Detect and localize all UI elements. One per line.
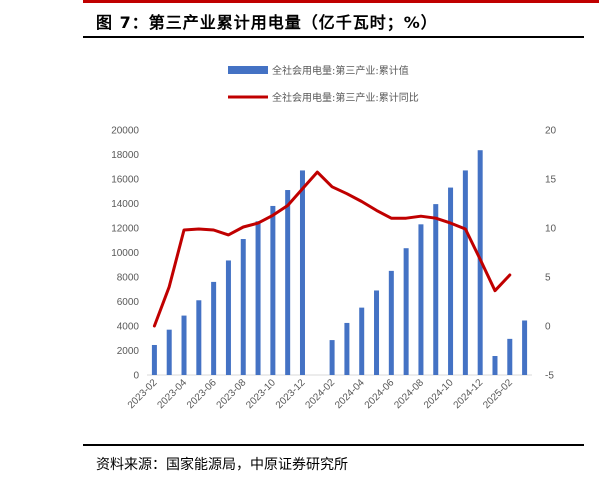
x-tick-label: 2025-02 [481,377,515,411]
bar-2023-12 [299,170,305,375]
top-red-rule [83,0,599,3]
x-tick-label: 2023-06 [185,377,219,411]
x-tick-label: 2023-04 [155,377,189,411]
y-right-tick-label: 5 [545,273,551,284]
y-left-tick-label: 6000 [117,297,140,308]
bottom-divider [83,444,584,446]
bar-2023-06 [211,281,217,375]
y-left-tick-label: 0 [133,371,139,382]
legend-bar-swatch [228,66,268,74]
y-left-tick-label: 8000 [117,273,140,284]
x-tick-label: 2023-10 [244,377,278,411]
bar-2023-05 [196,300,202,375]
bar-2024-07 [403,248,409,375]
bar-2024-08 [418,224,424,375]
x-tick-label: 2024-04 [333,377,367,411]
y-right-tick-label: 20 [545,126,557,137]
y-left-tick-label: 16000 [111,175,139,186]
y-right-tick-label: -5 [545,371,554,382]
bar-2024-06 [388,270,394,375]
title-divider [83,36,584,38]
y-left-tick-label: 4000 [117,322,140,333]
bar-2023-11 [285,190,291,375]
bar-2024-04 [359,307,365,375]
bar-2024-09 [433,204,439,375]
legend-line-label: 全社会用电量:第三产业:累计同比 [272,91,419,104]
combo-chart: 0 2000 4000 6000 8000 10000 12000 14000 16000 180… [111,64,557,411]
bar-2025-01 [492,356,498,375]
x-tick-label: 2024-08 [392,377,426,411]
x-tick-label: 2024-02 [303,377,337,411]
y-left-tick-label: 2000 [117,346,140,357]
bar-2024-02 [329,340,335,375]
x-tick-label: 2023-12 [274,377,308,411]
bar-2024-03 [344,322,350,375]
y-left-tick-label: 20000 [111,126,139,137]
y-left-tick-label: 14000 [111,199,139,210]
bar-2023-07 [225,260,231,375]
bar-2025-03 [522,320,528,375]
bar-2023-03 [166,329,172,375]
legend-bar-label: 全社会用电量:第三产业:累计值 [272,64,409,77]
bar-2024-05 [374,290,380,375]
yoy-line [152,170,512,328]
x-tick-label: 2023-08 [215,377,249,411]
y-right-tick-label: 0 [545,322,551,333]
y-right-tick-label: 10 [545,224,557,235]
bar-2024-10 [448,187,454,375]
bar-2023-10 [270,205,276,375]
y-left-tick-label: 12000 [111,224,139,235]
y-left-tick-label: 10000 [111,248,139,259]
figure-title: 图 7：第三产业累计用电量（亿千瓦时；%） [96,13,438,32]
source-note: 资料来源：国家能源局，中原证券研究所 [96,457,348,473]
x-tick-label: 2024-10 [422,377,456,411]
bar-2023-04 [181,315,187,375]
bar-2025-02 [507,338,513,375]
x-tick-label: 2024-06 [363,377,397,411]
bar-2023-08 [240,239,246,375]
x-tick-label: 2024-12 [452,377,486,411]
y-right-tick-label: 15 [545,175,557,186]
x-tick-label: 2023-02 [126,377,160,411]
bar-2023-09 [255,221,261,375]
bar-2024-11 [462,170,468,375]
y-left-tick-label: 18000 [111,150,139,161]
bar-2023-02 [151,344,157,375]
